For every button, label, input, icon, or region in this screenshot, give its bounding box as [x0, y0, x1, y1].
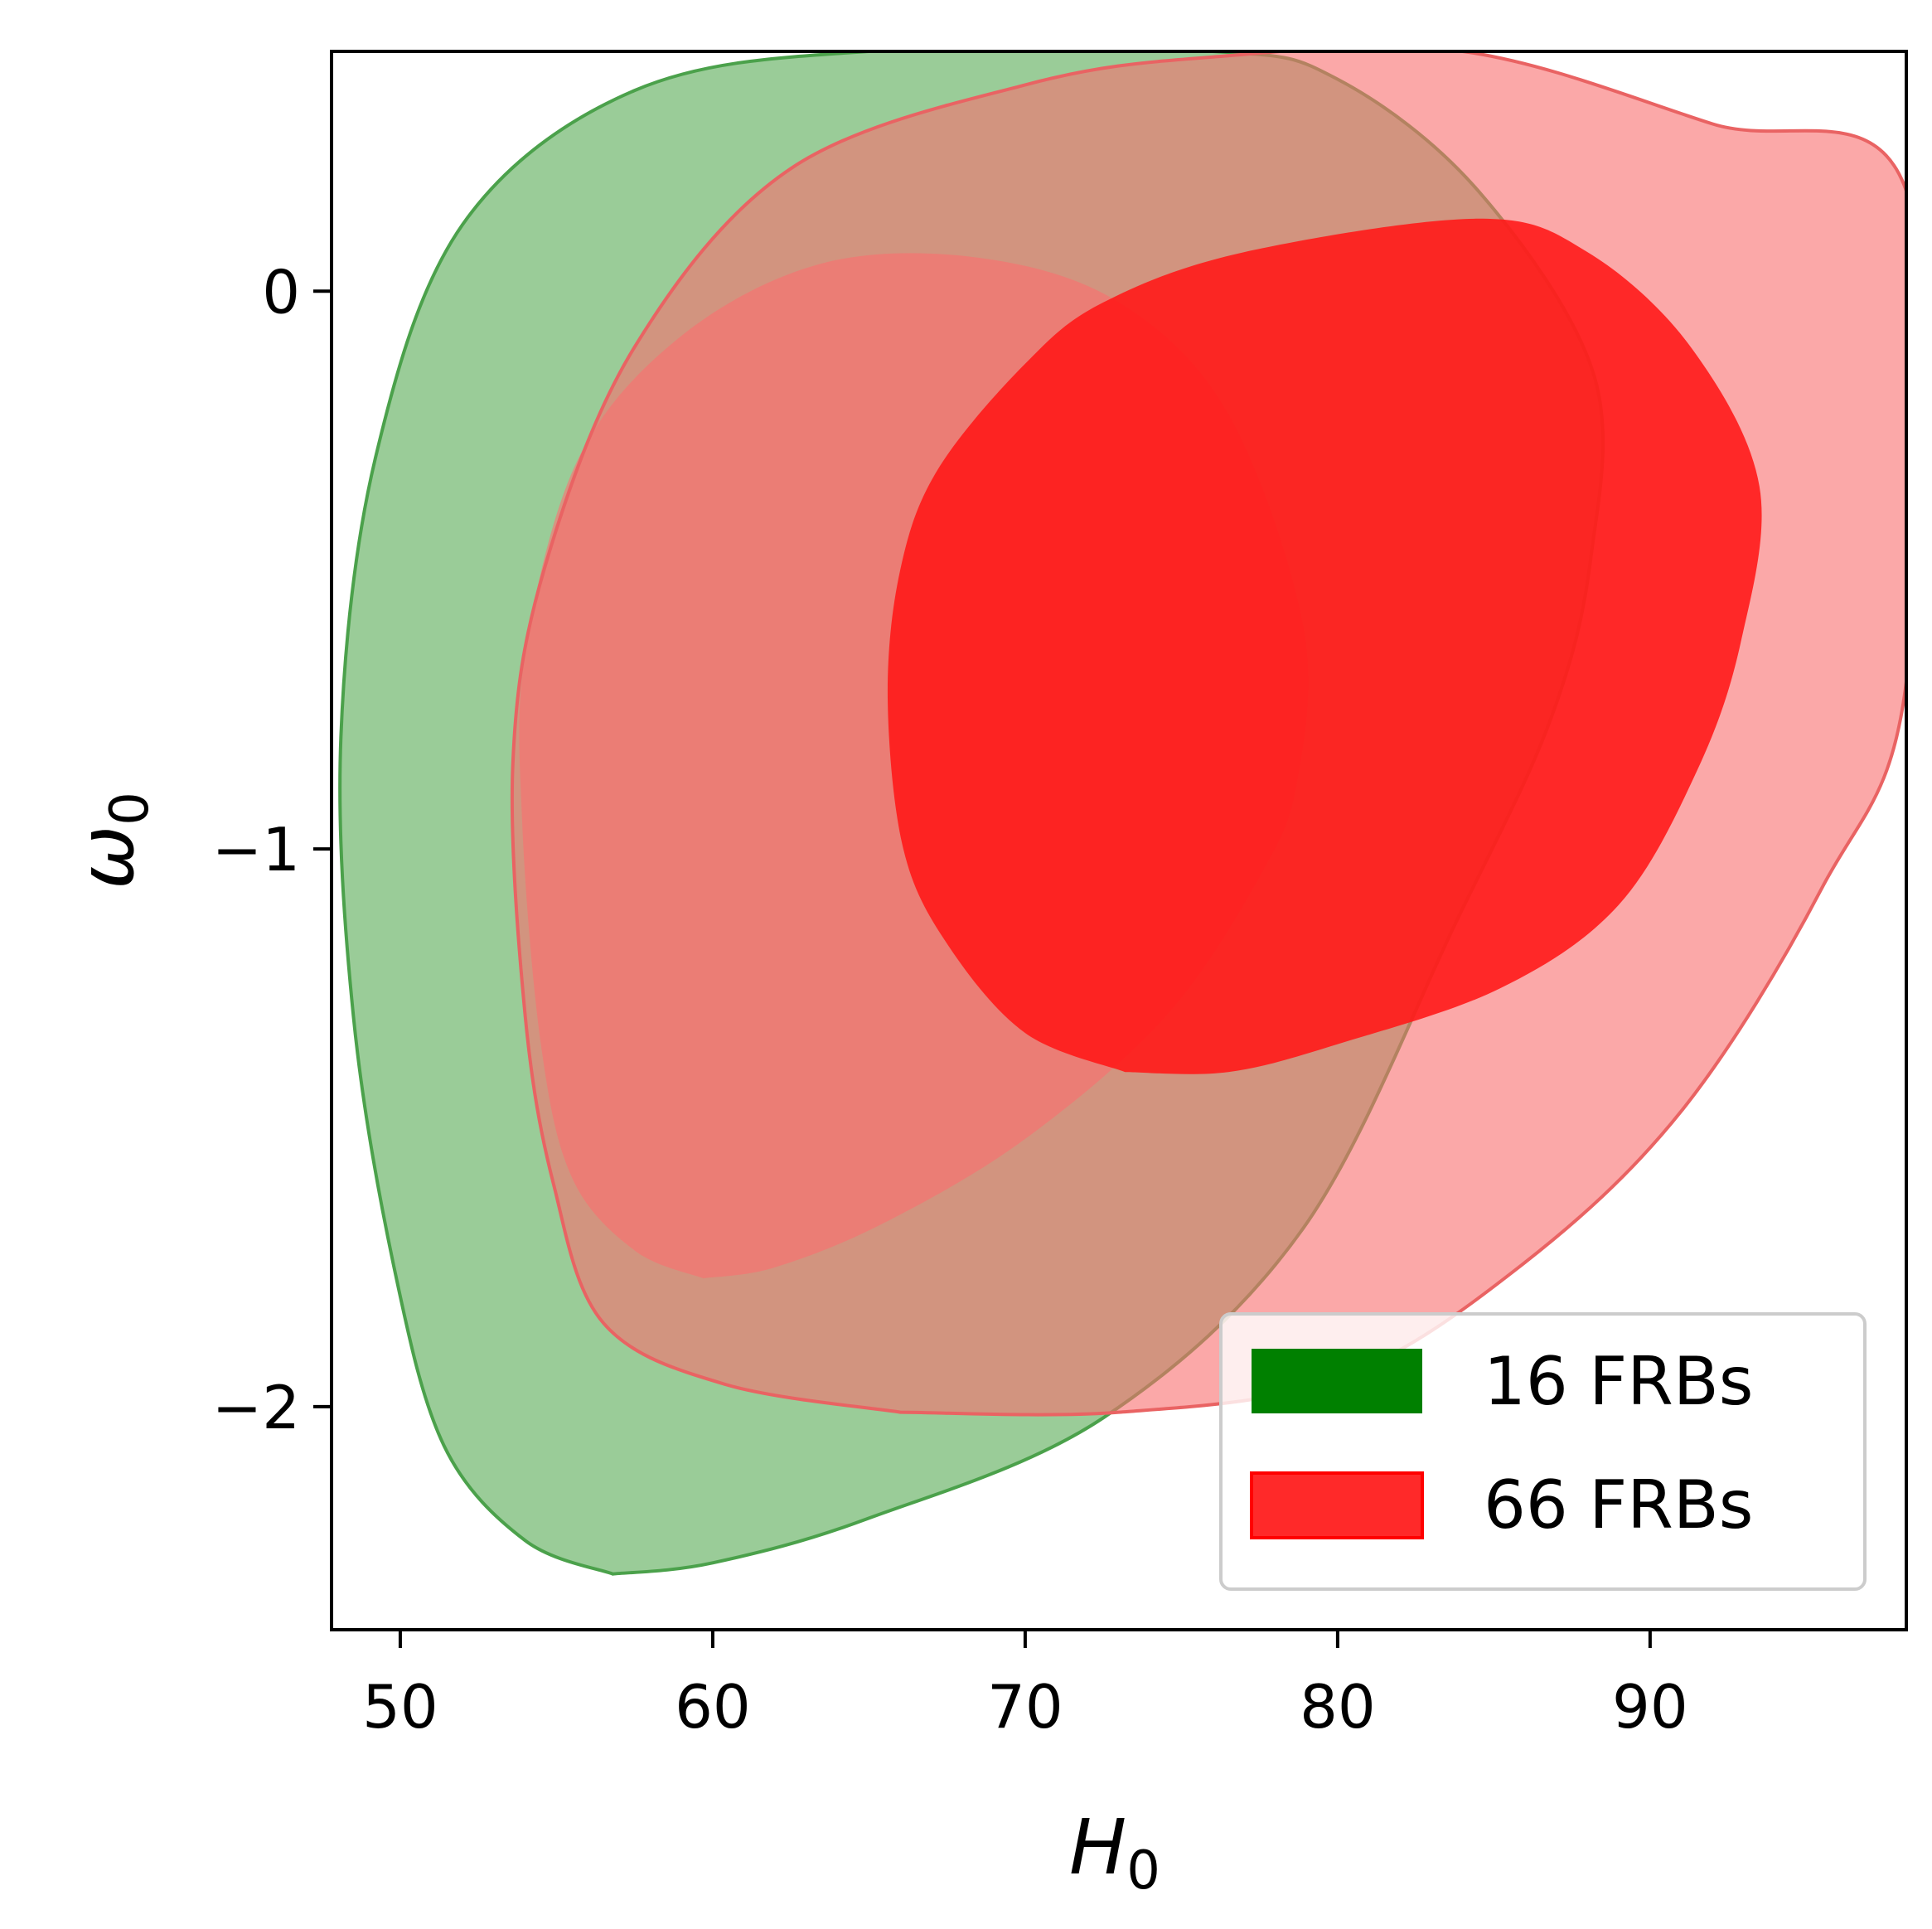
x-axis: 50 60 70 80 90 — [362, 1630, 1688, 1742]
y-axis-label-subscript: 0 — [99, 792, 161, 826]
legend-swatch-66-frbs — [1250, 1471, 1424, 1539]
y-tick-label: −2 — [212, 1373, 300, 1442]
x-axis-label-subscript: 0 — [1126, 1840, 1160, 1902]
plot-frame — [330, 50, 1908, 1631]
contour-66-frbs-inner — [887, 218, 1762, 1074]
y-tick-label: 0 — [262, 257, 300, 327]
legend-swatch-16-frbs — [1252, 1349, 1422, 1413]
x-tick-label: 70 — [987, 1672, 1063, 1742]
contour-layer — [338, 51, 1906, 1576]
y-axis-label: ω0 — [62, 792, 161, 889]
x-tick-label: 90 — [1612, 1672, 1688, 1742]
x-tick-label: 60 — [675, 1672, 751, 1742]
y-axis-label-main: ω — [62, 826, 151, 889]
y-tick-label: −1 — [212, 815, 300, 885]
x-axis-label-main: H — [1069, 1803, 1126, 1892]
legend: 16 FRBs 66 FRBs — [1219, 1312, 1867, 1591]
legend-label-66-frbs: 66 FRBs — [1484, 1466, 1753, 1544]
y-axis: 0 −1 −2 — [212, 257, 332, 1442]
x-axis-label: H0 — [1069, 1803, 1160, 1902]
x-tick-label: 50 — [362, 1672, 438, 1742]
legend-label-16-frbs: 16 FRBs — [1484, 1343, 1753, 1420]
x-tick-label: 80 — [1300, 1672, 1376, 1742]
